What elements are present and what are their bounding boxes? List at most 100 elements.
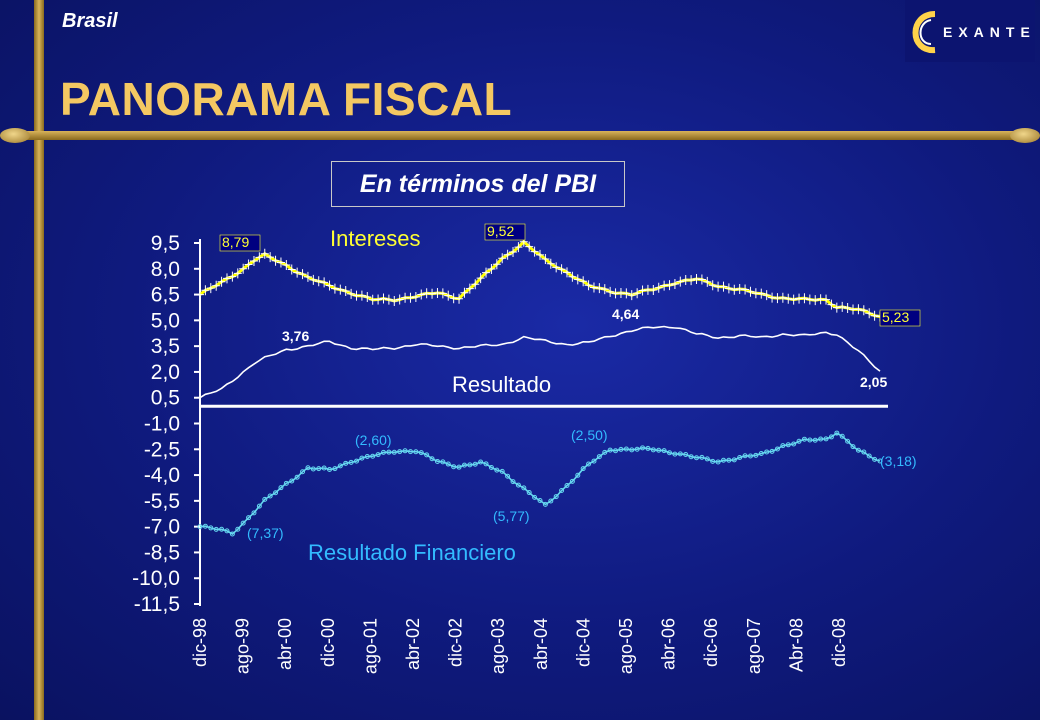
point-resultado-financiero [774,446,780,452]
annotation-bg [219,234,261,252]
point-intereses [568,271,577,282]
annotation-resultado: 2,05 [860,374,887,390]
point-intereses [730,284,739,295]
point-intereses [239,263,248,274]
point-resultado-financiero [661,448,667,454]
y-tick-label: -2,5 [144,438,180,461]
point-resultado-financiero [683,452,689,458]
point-intereses [546,258,555,269]
point-intereses [832,302,841,313]
point-intereses [741,284,750,295]
horizontal-gold-bar [10,131,1020,140]
point-resultado-financiero [364,453,370,459]
point-resultado-financiero [861,449,867,455]
point-intereses [552,262,561,273]
point-intereses [703,276,712,287]
point-intereses [271,255,280,266]
point-resultado-financiero [845,438,851,444]
point-intereses [800,293,809,304]
point-intereses [309,274,318,285]
point-resultado-financiero [586,461,592,467]
annotation-intereses: 9,52 [487,223,514,239]
point-resultado-financiero [720,457,726,463]
logo-swoosh-icon [912,11,936,53]
point-resultado-financiero [305,465,311,471]
point-resultado-financiero [877,458,883,464]
point-resultado-financiero [478,459,484,465]
point-resultado-financiero [256,503,262,509]
point-intereses [584,280,593,291]
point-resultado-financiero [505,473,511,479]
point-resultado-financiero [834,430,840,436]
point-intereses [514,242,523,253]
point-resultado-financiero [429,456,435,462]
point-intereses [859,305,868,316]
y-tick-label: 6,5 [151,284,180,307]
annotation-resultado-financiero: (3,18) [880,453,917,469]
x-tick-label: dic-04 [573,618,593,667]
point-intereses [276,257,285,268]
x-tick-label: ago-03 [488,618,508,674]
y-axis: 9,5 8,0 6,55,0 3,5 2,0 0,5 -1,0-2,5 -4,0 -5,5 -7,… [132,232,888,616]
point-intereses [579,276,588,287]
gold-bar-cap-left [0,128,30,143]
y-tick-label: 5,0 [151,309,180,332]
point-intereses [541,254,550,265]
point-intereses [530,246,539,257]
y-tick-label: -5,5 [144,490,180,513]
point-intereses [622,288,631,299]
point-intereses [724,283,733,294]
point-intereses [260,248,269,259]
point-resultado-financiero [300,469,306,475]
point-intereses [525,241,534,252]
annotation-resultado-financiero: (5,77) [493,508,530,524]
point-resultado-financiero [602,449,608,455]
y-tick-label: 9,5 [151,232,180,255]
point-resultado-financiero [634,446,640,452]
point-resultado-financiero [515,482,521,488]
point-resultado-financiero [559,487,565,493]
country-label: Brasil [62,10,118,32]
y-tick-label: -1,0 [144,413,180,436]
point-resultado-financiero [575,472,581,478]
point-resultado-financiero [715,459,721,465]
point-intereses [778,292,787,303]
point-intereses [670,278,679,289]
point-intereses [503,249,512,260]
point-intereses [460,287,469,298]
point-intereses [249,256,258,267]
x-tick-label: abr-02 [403,618,423,670]
point-resultado-financiero [618,446,624,452]
point-intereses [336,284,345,295]
point-resultado-financiero [704,456,710,462]
point-resultado-financiero [791,441,797,447]
point-intereses [822,294,831,305]
point-intereses [784,293,793,304]
point-intereses [206,283,215,294]
point-resultado-financiero [640,445,646,451]
point-resultado-financiero [219,526,225,532]
point-resultado-financiero [332,466,338,472]
point-resultado-financiero [828,434,834,440]
point-intereses [557,264,566,275]
point-resultado-financiero [397,449,403,455]
point-resultado-financiero [812,437,818,443]
point-resultado-financiero [645,445,651,451]
point-intereses [406,292,415,303]
point-intereses [390,296,399,307]
point-intereses [762,290,771,301]
annotation-intereses: 8,79 [222,234,249,250]
exante-logo: EXANTE [905,0,1035,62]
page-title: PANORAMA FISCAL [60,73,513,125]
point-intereses [314,276,323,287]
point-resultado-financiero [866,453,872,459]
point-intereses [649,284,658,295]
series-line-resultado [199,325,881,399]
point-resultado-financiero [413,449,419,455]
y-tick-label: 0,5 [151,387,180,410]
point-intereses [444,290,453,301]
point-intereses [266,252,275,263]
point-resultado-financiero [229,531,235,537]
point-intereses [498,253,507,264]
point-resultado-financiero [294,474,300,480]
